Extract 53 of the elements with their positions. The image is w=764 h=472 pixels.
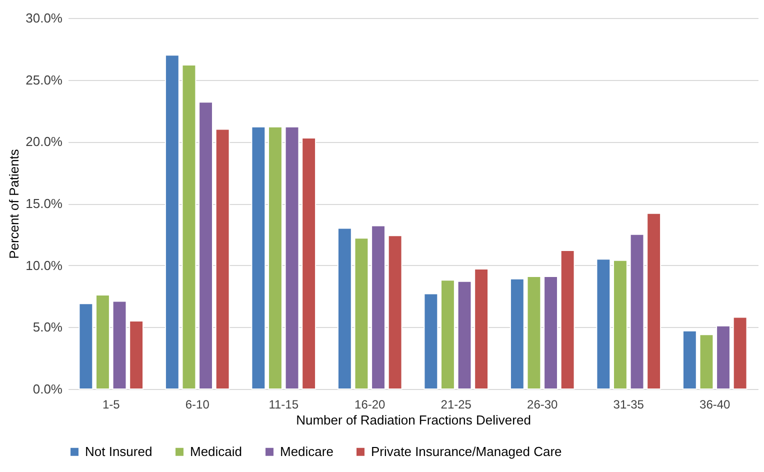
y-tick-label: 30.0% xyxy=(26,10,63,26)
bar xyxy=(474,268,489,390)
bar xyxy=(112,300,127,390)
y-tick-label: 25.0% xyxy=(26,72,63,88)
y-tick-label: 20.0% xyxy=(26,134,63,150)
bar xyxy=(268,126,282,390)
legend-label: Medicare xyxy=(280,444,334,459)
y-tick-label: 5.0% xyxy=(32,320,63,335)
y-tick-label: 15.0% xyxy=(26,196,63,211)
bar xyxy=(354,238,369,390)
bar xyxy=(560,250,575,390)
bar xyxy=(716,325,730,390)
x-tick-label: 6-10 xyxy=(185,398,210,412)
x-tick-label: 11-15 xyxy=(268,398,299,412)
bar xyxy=(388,235,402,390)
y-tick-label: 0.0% xyxy=(32,382,63,396)
bar xyxy=(544,276,558,390)
legend-label: Private Insurance/Managed Care xyxy=(371,444,562,459)
bar xyxy=(596,258,611,390)
bar xyxy=(78,303,94,390)
bar xyxy=(96,294,110,390)
bar xyxy=(371,225,386,390)
bar xyxy=(613,260,628,390)
bar xyxy=(457,280,472,390)
x-tick-label: 36-40 xyxy=(700,398,731,412)
bar xyxy=(164,54,180,390)
y-tick-label: 10.0% xyxy=(26,258,63,273)
x-tick-label: 31-35 xyxy=(613,398,644,412)
x-tick-label: 16-20 xyxy=(354,398,386,412)
bar xyxy=(182,64,196,390)
bar xyxy=(284,126,300,390)
bar xyxy=(510,278,524,390)
bar xyxy=(251,126,266,390)
bar xyxy=(424,293,438,390)
legend-label: Medicaid xyxy=(190,444,242,459)
bar xyxy=(699,334,714,390)
bar xyxy=(215,128,230,390)
x-tick-label: 1-5 xyxy=(102,398,120,412)
bar xyxy=(337,228,352,390)
x-tick-label: 26-30 xyxy=(527,398,558,412)
bar xyxy=(302,137,316,390)
bar xyxy=(440,280,455,390)
bar xyxy=(129,320,144,390)
bar xyxy=(646,212,662,390)
x-axis-title: Number of Radiation Fractions Delivered xyxy=(296,412,531,428)
bar xyxy=(682,330,697,390)
bar xyxy=(630,234,644,390)
y-axis-title: Percent of Patients xyxy=(6,148,22,259)
x-tick-label: 21-25 xyxy=(440,398,472,412)
legend-label: Not Insured xyxy=(85,444,152,459)
bar xyxy=(526,276,542,390)
bar xyxy=(732,316,748,390)
bar xyxy=(198,102,213,390)
